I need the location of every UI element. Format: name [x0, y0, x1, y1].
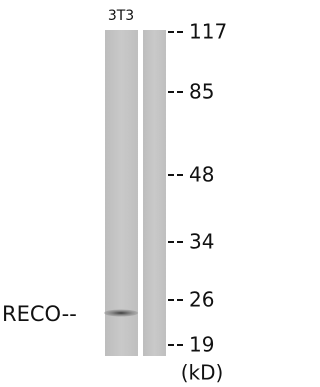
band-label: RECO-- [2, 302, 77, 326]
marker-ladder: 117 85 48 34 26 19 [168, 20, 227, 357]
marker-label: 48 [189, 163, 214, 187]
lane-1 [105, 30, 138, 356]
band [104, 310, 138, 317]
lane-2 [143, 30, 166, 356]
lane-label: 3T3 [108, 8, 134, 24]
marker-label: 117 [189, 20, 227, 44]
marker-label: 85 [189, 80, 214, 104]
marker-label: 19 [189, 333, 214, 357]
marker-label: 34 [189, 230, 214, 254]
unit-label: (kD) [181, 361, 224, 385]
marker-label: 26 [189, 288, 214, 312]
blot-figure: 3T3 RECO-- 117 85 48 34 26 19 (kD) [0, 0, 241, 387]
